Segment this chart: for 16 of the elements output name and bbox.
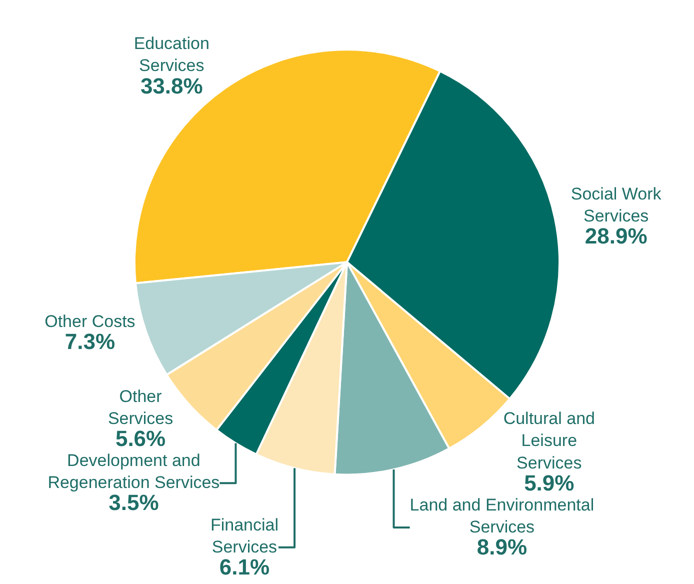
data-label: 6.1% (219, 554, 270, 580)
slice-label: Development and Regeneration Services (48, 451, 220, 492)
data-label: 33.8% (140, 73, 203, 98)
slice-label: Cultural and Leisure Services (503, 409, 595, 472)
slice-label: Financial Services (210, 515, 278, 556)
data-label: 28.9% (584, 224, 648, 249)
slice-label: Other Costs (44, 312, 136, 331)
data-label: 3.5% (108, 490, 159, 516)
data-label: 8.9% (476, 534, 528, 560)
data-label: 7.3% (64, 329, 116, 354)
slice-label: Land and Environmental Services (410, 495, 594, 537)
slice-label: Education Services (134, 34, 210, 76)
slice-label: Social Work Services (570, 184, 662, 226)
data-label: 5.6% (115, 426, 166, 452)
data-label: 5.9% (524, 470, 574, 496)
slice-label: Other Services (108, 386, 174, 428)
